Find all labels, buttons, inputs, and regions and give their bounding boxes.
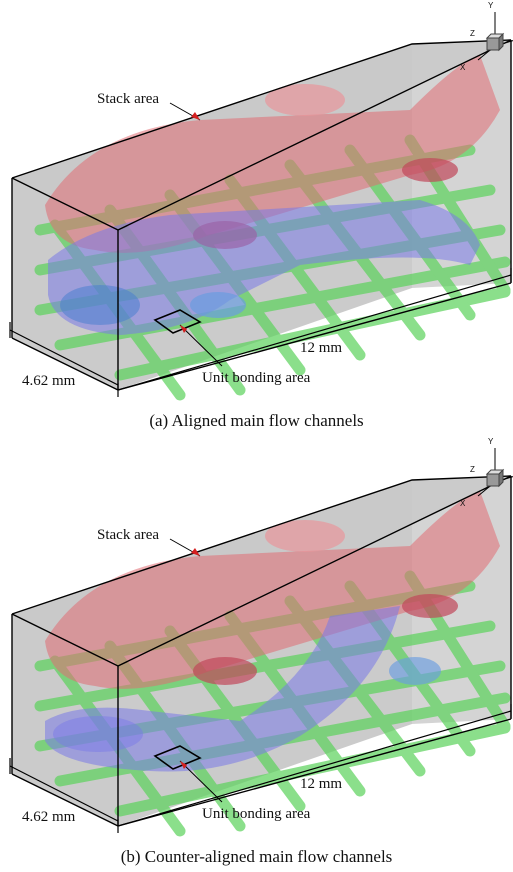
blue-cut-section-2 bbox=[53, 716, 143, 752]
box-edges bbox=[11, 39, 512, 391]
caption-a: (a) Aligned main flow channels bbox=[149, 411, 364, 430]
width-label: 4.62 mm bbox=[22, 809, 76, 825]
bond-arrowhead bbox=[180, 325, 187, 333]
axis-z-label: Z bbox=[470, 465, 475, 474]
axis-y-label: Y bbox=[488, 437, 494, 446]
panel-aligned: Y Z X Stack area 12 mm 4.62 mm Unit bond… bbox=[9, 1, 513, 430]
figure-3d-aligned bbox=[9, 12, 513, 401]
caption-b: (b) Counter-aligned main flow channels bbox=[120, 847, 393, 866]
panel-counter-aligned: Y Z X Stack area 12 mm 4.62 mm Unit bond… bbox=[0, 436, 513, 872]
unit-bonding-label: Unit bonding area bbox=[202, 370, 311, 386]
axis-y-label: Y bbox=[488, 1, 494, 10]
box-edges bbox=[11, 475, 512, 827]
stack-arrowhead bbox=[191, 112, 200, 120]
blue-cut-section bbox=[190, 292, 246, 318]
red-channel-top-end bbox=[265, 84, 345, 116]
unit-bonding-square bbox=[153, 745, 202, 770]
axis-x-label: X bbox=[460, 499, 466, 508]
red-channel-top-end bbox=[265, 520, 345, 552]
axis-z-label: Z bbox=[470, 29, 475, 38]
length-label: 12 mm bbox=[300, 776, 343, 792]
blue-flow-channel bbox=[48, 200, 480, 335]
unit-bonding-square bbox=[153, 309, 202, 334]
dimension-lines bbox=[9, 268, 512, 397]
stack-area-label: Stack area bbox=[97, 91, 160, 107]
axis-triad bbox=[477, 448, 513, 497]
blue-cut-section-2 bbox=[60, 285, 140, 325]
red-flow-channel bbox=[45, 55, 500, 253]
red-cut-section-2 bbox=[402, 158, 458, 182]
bond-pointer bbox=[179, 760, 223, 803]
red-cut-section-2 bbox=[402, 594, 458, 618]
figure-3d-counter-aligned bbox=[9, 448, 513, 837]
bond-pointer bbox=[179, 324, 223, 367]
stack-arrowhead bbox=[191, 548, 200, 556]
axis-x-label: X bbox=[460, 63, 466, 72]
width-label: 4.62 mm bbox=[22, 373, 76, 389]
dimension-lines bbox=[9, 704, 512, 833]
stack-area-label: Stack area bbox=[97, 527, 160, 543]
length-label: 12 mm bbox=[300, 340, 343, 356]
unit-bonding-label: Unit bonding area bbox=[202, 806, 311, 822]
bond-arrowhead bbox=[180, 761, 187, 769]
red-flow-channel bbox=[45, 491, 500, 689]
blue-cut-section bbox=[389, 657, 441, 685]
axis-triad bbox=[477, 12, 513, 61]
red-cut-section bbox=[193, 657, 257, 685]
